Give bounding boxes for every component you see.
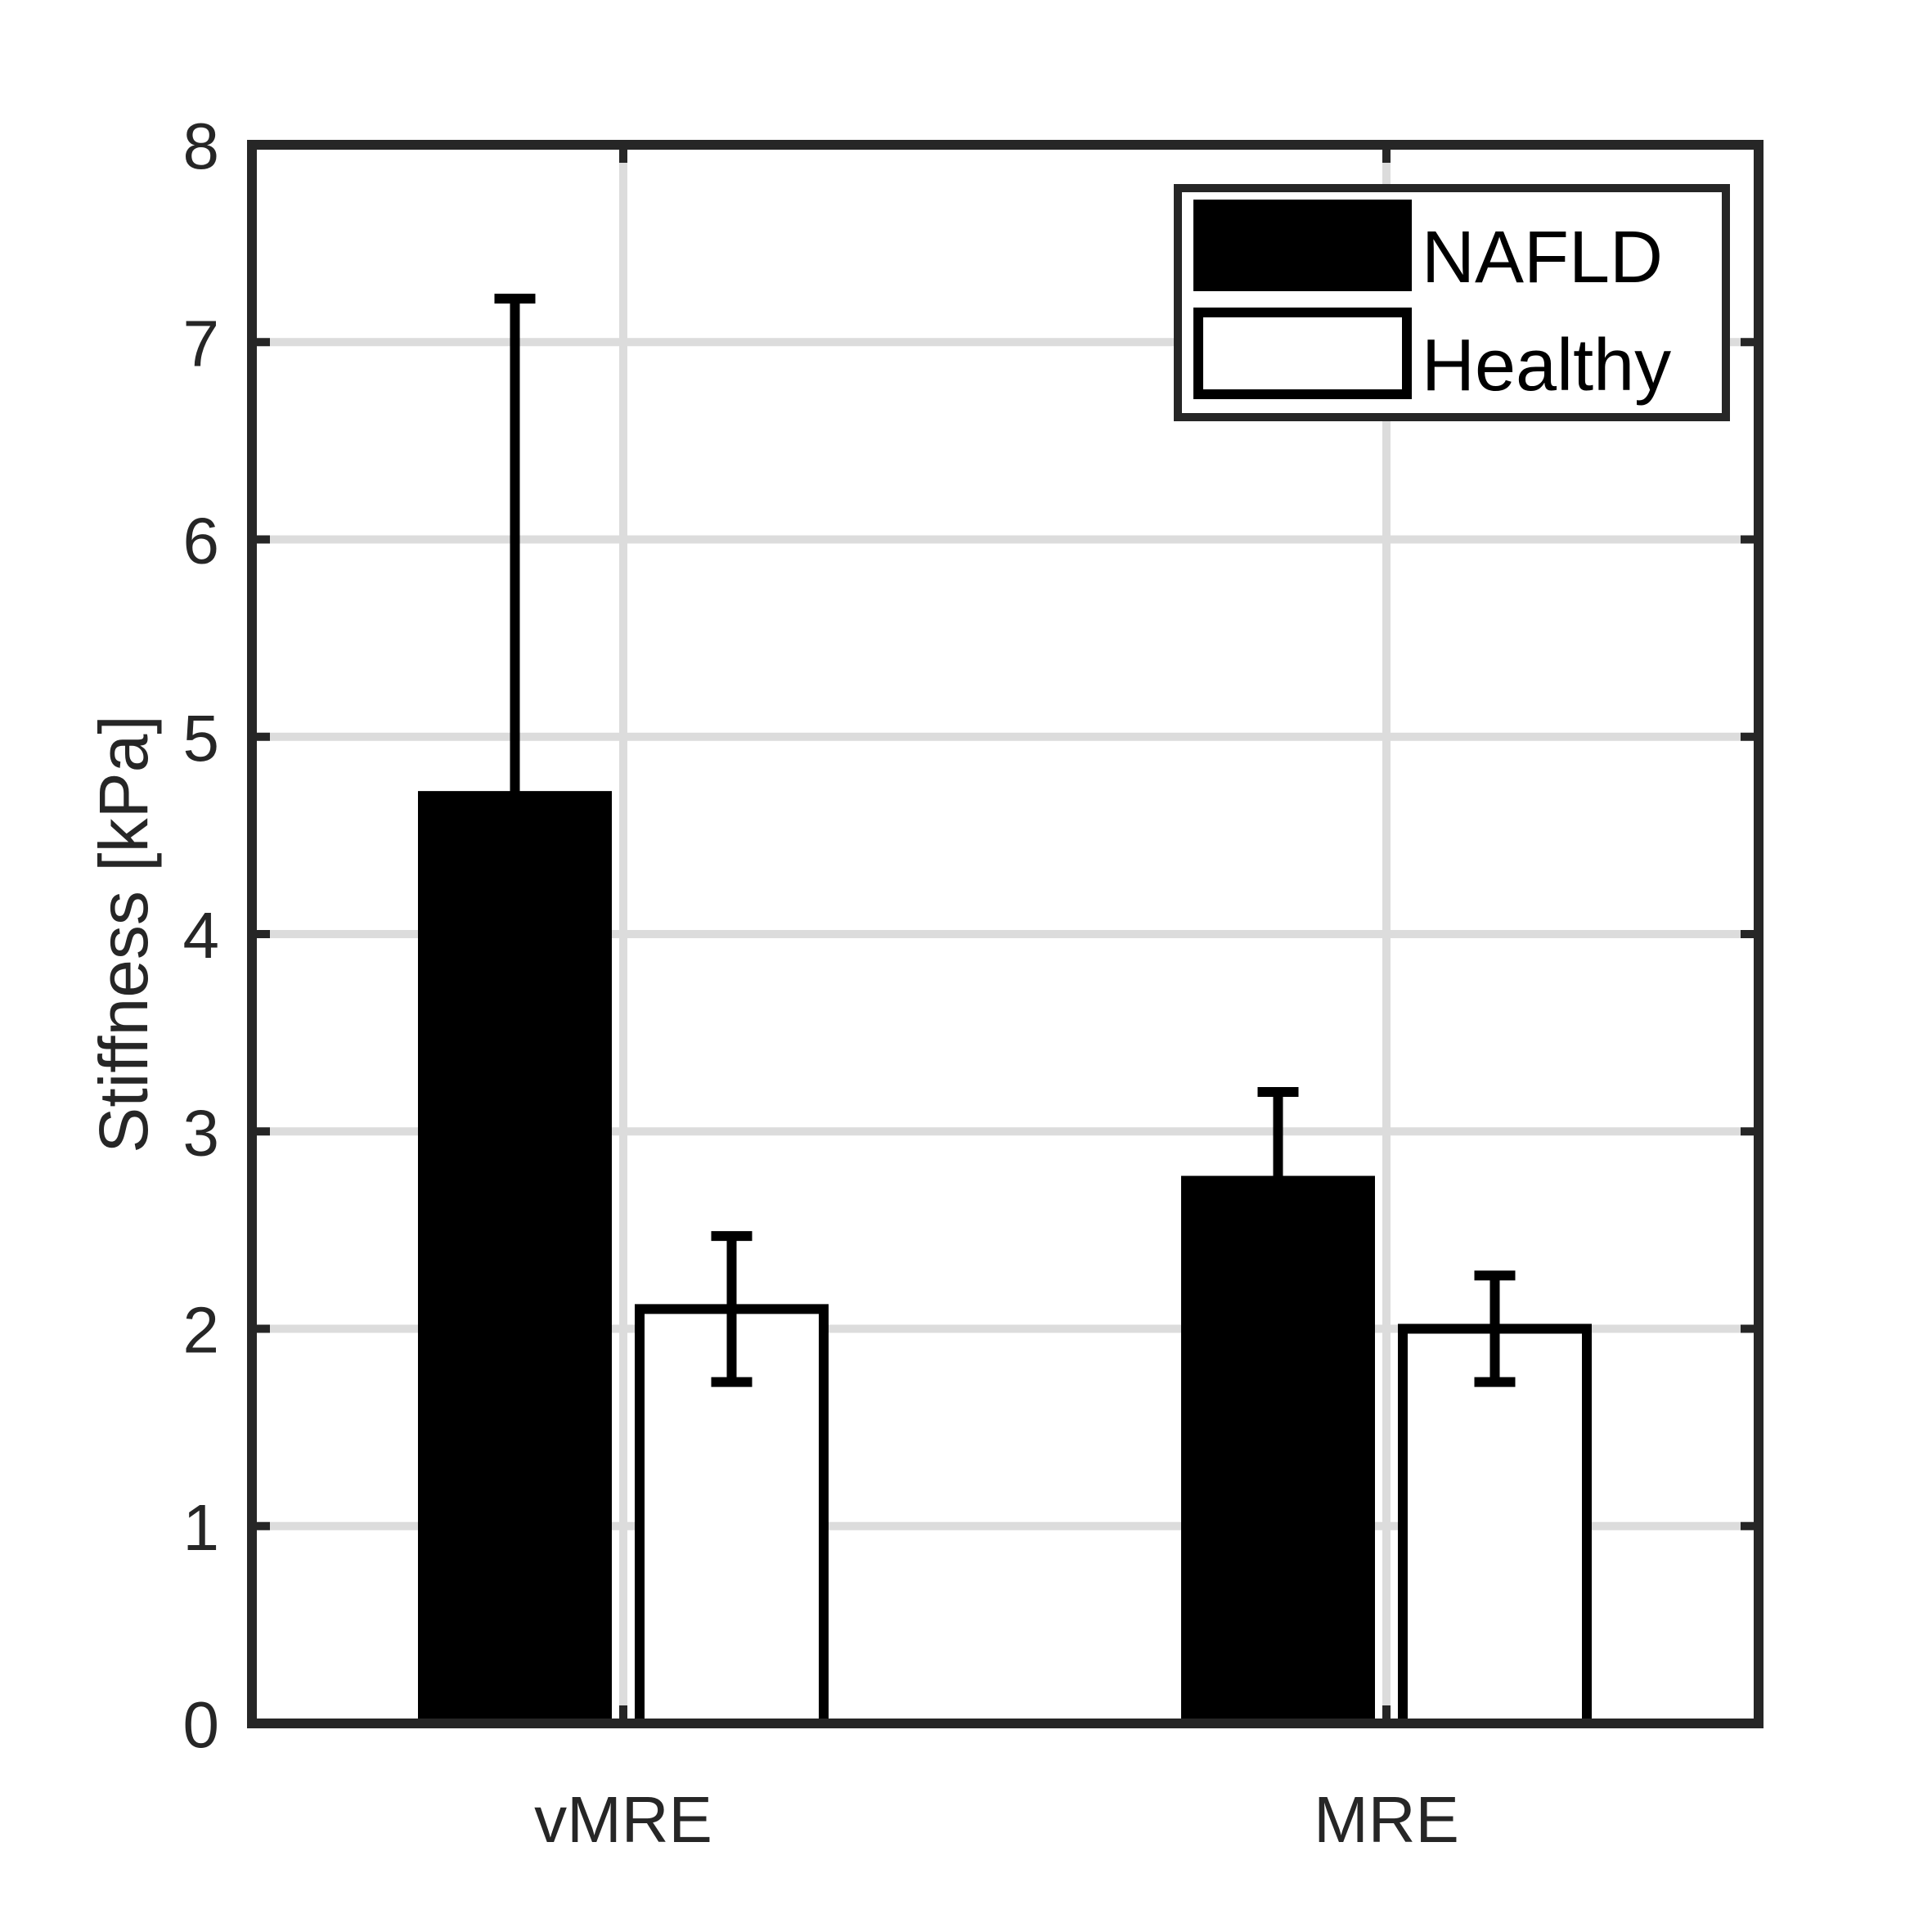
y-tick-label-7: 7 [183,307,220,380]
x-tick-label-vmre: vMRE [534,1783,712,1856]
legend: NAFLD Healthy [1174,184,1730,421]
legend-label-healthy: Healthy [1422,325,1671,407]
y-tick-label-0: 0 [183,1688,220,1761]
error-bar-nafld-mre [1257,1087,1299,1275]
y-tick-label-3: 3 [183,1096,220,1169]
y-tick-label-8: 8 [183,110,220,182]
error-bar-healthy-vmre [711,1231,753,1387]
legend-swatch-healthy [1193,308,1412,399]
y-tick-label-1: 1 [183,1491,220,1564]
legend-label-nafld: NAFLD [1422,217,1663,299]
bars [418,294,1592,1728]
error-bar-nafld-vmre [494,294,536,1299]
axis-ticks [252,141,1759,1728]
bar-healthy-mre [1398,1323,1592,1728]
x-tick-label-mre: MRE [1314,1783,1459,1856]
y-axis-label: Stiffness [kPa] [85,715,162,1152]
y-tick-label-6: 6 [183,505,220,577]
tick-labels: 0 1 2 3 4 5 6 7 8 vMRE MRE [183,110,1459,1856]
y-tick-label-2: 2 [183,1294,220,1367]
legend-swatch-nafld [1193,200,1412,291]
y-tick-label-4: 4 [183,899,220,972]
error-bar-healthy-mre [1474,1270,1516,1387]
y-tick-label-5: 5 [183,702,220,775]
